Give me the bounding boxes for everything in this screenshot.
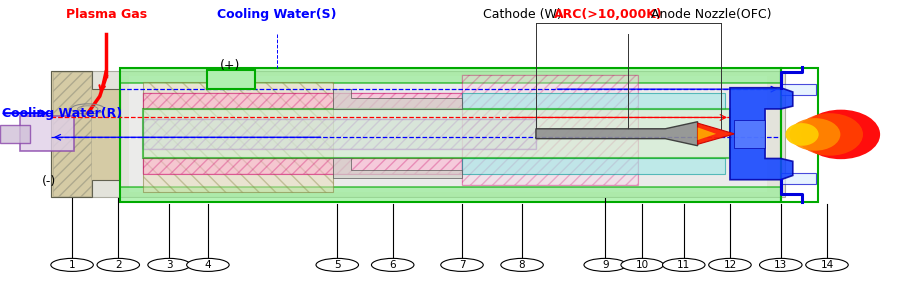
Text: 12: 12: [723, 260, 736, 270]
Bar: [143, 119, 536, 149]
Text: 8: 8: [518, 260, 526, 270]
Circle shape: [51, 258, 93, 271]
Bar: [120, 68, 781, 202]
Polygon shape: [536, 122, 698, 146]
Ellipse shape: [789, 118, 841, 151]
Circle shape: [621, 258, 663, 271]
Text: Cooling Water(R): Cooling Water(R): [2, 107, 122, 120]
Circle shape: [760, 258, 802, 271]
Ellipse shape: [785, 123, 819, 146]
Bar: [143, 82, 333, 192]
Text: Plasma Gas: Plasma Gas: [66, 8, 147, 22]
Text: (+): (+): [220, 59, 240, 72]
Circle shape: [187, 258, 229, 271]
Circle shape: [148, 258, 190, 271]
Text: Cooling Water(S): Cooling Water(S): [217, 8, 337, 22]
Text: 6: 6: [389, 260, 396, 270]
Circle shape: [663, 258, 705, 271]
Bar: [53, 72, 91, 196]
Text: 14: 14: [821, 260, 833, 270]
Bar: [129, 76, 767, 192]
Bar: [462, 75, 638, 185]
Polygon shape: [51, 71, 120, 197]
Text: 1: 1: [68, 260, 76, 270]
Bar: [734, 120, 765, 148]
Circle shape: [316, 258, 359, 271]
Bar: [143, 119, 536, 149]
Text: 7: 7: [458, 260, 466, 270]
Bar: [207, 70, 255, 89]
Bar: [462, 93, 725, 109]
Circle shape: [371, 258, 414, 271]
Bar: [143, 109, 730, 158]
Circle shape: [806, 258, 848, 271]
Bar: [143, 93, 462, 109]
Polygon shape: [730, 88, 793, 180]
Polygon shape: [698, 127, 716, 140]
Text: 3: 3: [165, 260, 173, 270]
Text: ARC(>10,000K): ARC(>10,000K): [553, 8, 663, 22]
Ellipse shape: [796, 113, 863, 156]
Ellipse shape: [802, 110, 880, 159]
Bar: [51, 71, 785, 197]
Bar: [0, 125, 30, 143]
Text: 11: 11: [677, 260, 690, 270]
Bar: [462, 158, 725, 174]
Bar: [462, 75, 638, 185]
Text: (-): (-): [42, 175, 55, 188]
Bar: [143, 82, 333, 192]
Circle shape: [709, 258, 751, 271]
Bar: [143, 158, 462, 174]
Bar: [143, 158, 462, 174]
Circle shape: [97, 258, 140, 271]
Text: Cathode (W): Cathode (W): [482, 8, 562, 22]
Text: 10: 10: [636, 260, 649, 270]
Bar: [120, 187, 781, 202]
Text: Anode Nozzle(OFC): Anode Nozzle(OFC): [651, 8, 772, 22]
Circle shape: [441, 258, 483, 271]
Polygon shape: [333, 158, 462, 178]
Bar: [143, 93, 462, 109]
Polygon shape: [333, 89, 462, 109]
Bar: [781, 84, 816, 95]
Bar: [20, 116, 74, 151]
Text: 2: 2: [115, 260, 122, 270]
Polygon shape: [698, 123, 735, 144]
Text: 9: 9: [602, 260, 609, 270]
Bar: [120, 68, 781, 83]
Text: 13: 13: [774, 260, 787, 270]
Circle shape: [584, 258, 626, 271]
Text: 4: 4: [204, 260, 212, 270]
Bar: [781, 173, 816, 184]
Bar: [781, 68, 818, 202]
Text: 5: 5: [334, 260, 341, 270]
Circle shape: [501, 258, 543, 271]
